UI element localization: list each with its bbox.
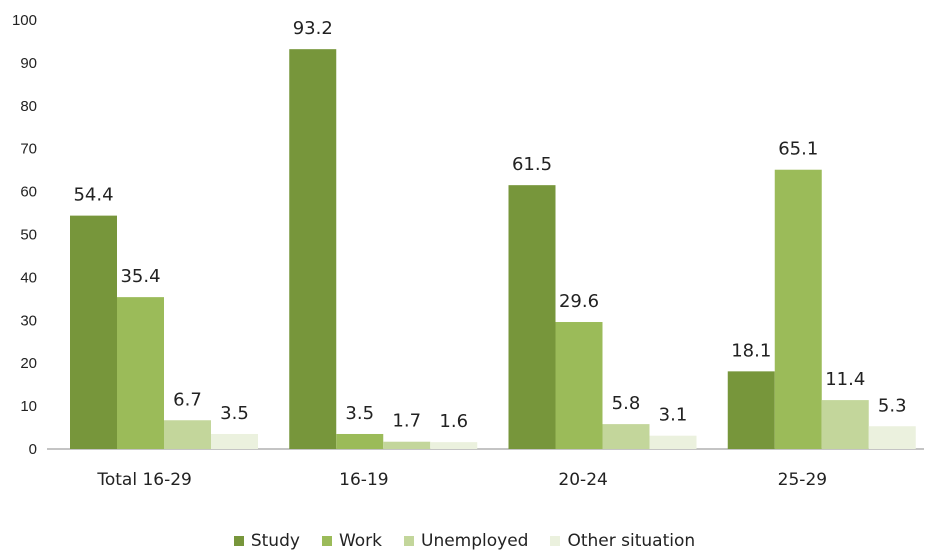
x-tick-label: 16-19 <box>339 470 388 490</box>
data-label: 3.5 <box>220 403 249 424</box>
data-label: 61.5 <box>512 154 552 175</box>
bar-other-situation-total-16-29 <box>211 433 258 449</box>
bar-work-25-29 <box>774 169 822 449</box>
x-tick-label: 20-24 <box>558 470 607 490</box>
bar-work-20-24 <box>555 322 603 449</box>
y-axis: 0 10 20 30 40 50 60 70 80 90 100 <box>12 12 924 458</box>
bar-work-total-16-29 <box>117 297 164 449</box>
bar-other-situation-16-19 <box>430 442 478 449</box>
legend-swatch-unemployed <box>404 536 414 546</box>
legend-swatch-work <box>321 536 332 546</box>
x-tick-label: 25-29 <box>778 470 827 490</box>
legend-label-other-situation: Other situation <box>567 531 696 551</box>
bar-study-20-24 <box>508 185 556 450</box>
bar-unemployed-20-24 <box>602 424 650 449</box>
data-label: 18.1 <box>731 340 771 361</box>
bar-work-16-19 <box>336 433 384 449</box>
data-label: 3.1 <box>659 405 688 426</box>
bar-unemployed-total-16-29 <box>164 420 211 449</box>
legend-label-unemployed: Unemployed <box>421 531 529 551</box>
data-label: 54.4 <box>73 185 113 206</box>
y-tick-label: 30 <box>20 312 37 329</box>
data-label: 1.6 <box>439 411 468 432</box>
bar-unemployed-25-29 <box>821 400 869 449</box>
legend-item-study: Study <box>233 531 300 551</box>
bar-study-total-16-29 <box>70 215 117 449</box>
data-label: 5.8 <box>612 393 641 414</box>
data-label: 35.4 <box>120 266 160 287</box>
bar-other-situation-25-29 <box>868 426 916 449</box>
data-label: 93.2 <box>293 18 333 39</box>
bar-study-25-29 <box>727 371 775 449</box>
legend-item-other-situation: Other situation <box>550 531 695 551</box>
y-tick-label: 100 <box>12 12 37 29</box>
bar-other-situation-20-24 <box>649 435 697 449</box>
data-label: 29.6 <box>559 291 599 312</box>
y-tick-label: 90 <box>20 55 37 72</box>
legend-label-study: Study <box>250 531 300 551</box>
y-tick-label: 50 <box>20 227 37 244</box>
data-label: 65.1 <box>778 139 818 160</box>
bars <box>70 49 916 450</box>
bar-chart: 0 10 20 30 40 50 60 70 80 90 100 54.4 35.4 6.7 3.5 93.… <box>12 12 924 490</box>
y-tick-label: 70 <box>20 141 37 158</box>
data-label: 6.7 <box>173 389 202 410</box>
data-label: 11.4 <box>825 369 865 390</box>
bar-study-16-19 <box>289 49 337 450</box>
legend-swatch-other-situation <box>550 536 561 546</box>
bar-unemployed-16-19 <box>383 441 431 449</box>
y-tick-label: 60 <box>20 184 37 201</box>
legend-swatch-study <box>233 536 244 546</box>
data-label: 1.7 <box>392 411 421 432</box>
data-labels: 54.4 35.4 6.7 3.5 93.2 3.5 1.7 1.6 61.5 29.6 5.8 3.… <box>73 18 906 432</box>
legend-item-unemployed: Unemployed <box>404 531 528 551</box>
data-label: 3.5 <box>345 403 374 424</box>
y-tick-label: 0 <box>29 441 37 458</box>
x-axis: Total 16-29 16-19 20-24 25-29 <box>96 470 827 490</box>
y-tick-label: 80 <box>20 98 37 115</box>
legend-item-work: Work <box>321 531 382 551</box>
y-tick-label: 20 <box>20 355 37 372</box>
data-label: 5.3 <box>878 395 907 416</box>
y-tick-label: 40 <box>20 269 37 286</box>
legend-label-work: Work <box>338 531 382 551</box>
y-tick-label: 10 <box>20 398 37 415</box>
legend: Study Work Unemployed Other situation <box>0 528 929 554</box>
x-tick-label: Total 16-29 <box>96 470 192 490</box>
